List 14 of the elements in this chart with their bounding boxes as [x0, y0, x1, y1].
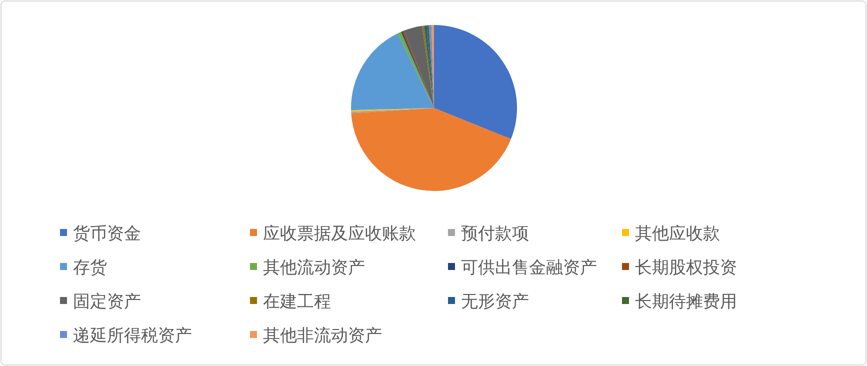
legend-label: 长期待摊费用	[635, 292, 737, 312]
legend-label: 长期股权投资	[635, 258, 737, 278]
legend-label: 递延所得税资产	[73, 326, 192, 346]
legend-label: 预付款项	[461, 224, 529, 244]
legend-label: 在建工程	[263, 292, 331, 312]
legend-label: 货币资金	[73, 224, 141, 244]
legend-label: 应收票据及应收账款	[263, 224, 416, 244]
legend-label: 存货	[73, 258, 107, 278]
legend-label: 其他应收款	[635, 224, 720, 244]
legend-label: 无形资产	[461, 292, 529, 312]
legend-label: 其他非流动资产	[263, 326, 382, 346]
legend-label: 可供出售金融资产	[461, 258, 597, 278]
legend-label: 固定资产	[73, 292, 141, 312]
legend-label: 其他流动资产	[263, 258, 365, 278]
